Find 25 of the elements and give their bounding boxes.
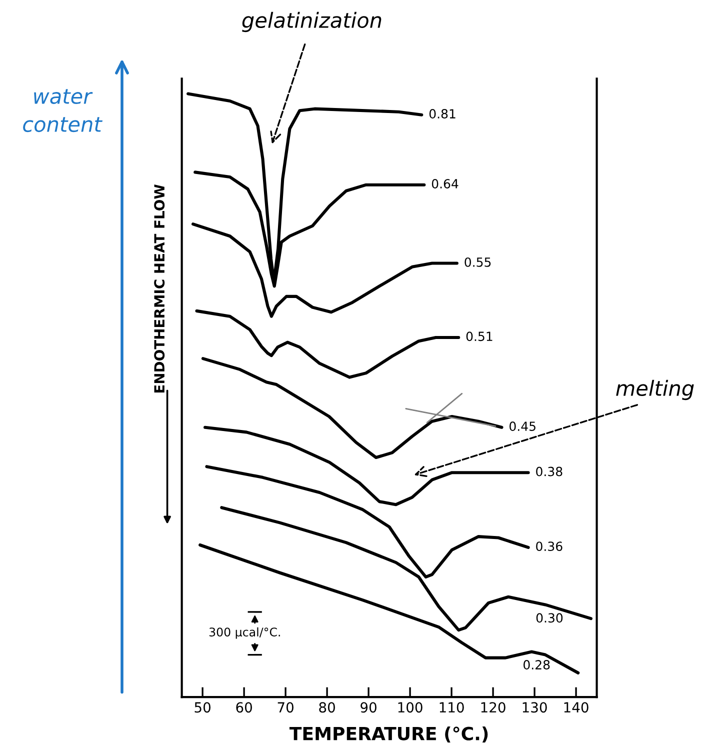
text: water content	[23, 89, 103, 132]
annotation: 300 µcal/°C.	[209, 627, 280, 639]
series-label: 0.36	[536, 542, 562, 552]
x-tick-label: 110	[440, 702, 464, 713]
x-tick-label: 90	[360, 702, 376, 713]
series-label: 0.51	[466, 332, 492, 342]
series-label: 0.30	[536, 613, 563, 623]
x-tick-label: 60	[236, 702, 252, 713]
x-tick-label: 130	[522, 702, 547, 713]
series-label: 0.45	[510, 422, 536, 431]
series-label: 0.28	[524, 660, 550, 670]
x-tick-label: 100	[398, 702, 422, 713]
x-tick-label: 80	[319, 702, 335, 713]
y-axis-title: ENDOTHERMIC HEAT FLOW	[154, 184, 165, 393]
series-label: 0.81	[429, 109, 456, 118]
x-tick-label: 140	[564, 702, 588, 713]
series-label: 0.55	[464, 257, 491, 267]
series-label: 0.38	[536, 466, 562, 476]
series-label: 0.64	[432, 179, 458, 188]
x-axis-title: TEMPERATURE (°C.)	[289, 726, 488, 743]
x-tick-label: 50	[194, 702, 210, 713]
text: gelatinization	[242, 12, 382, 32]
x-tick-label: 70	[278, 702, 294, 713]
x-tick-label: 120	[481, 702, 506, 713]
text: melting	[616, 380, 694, 400]
